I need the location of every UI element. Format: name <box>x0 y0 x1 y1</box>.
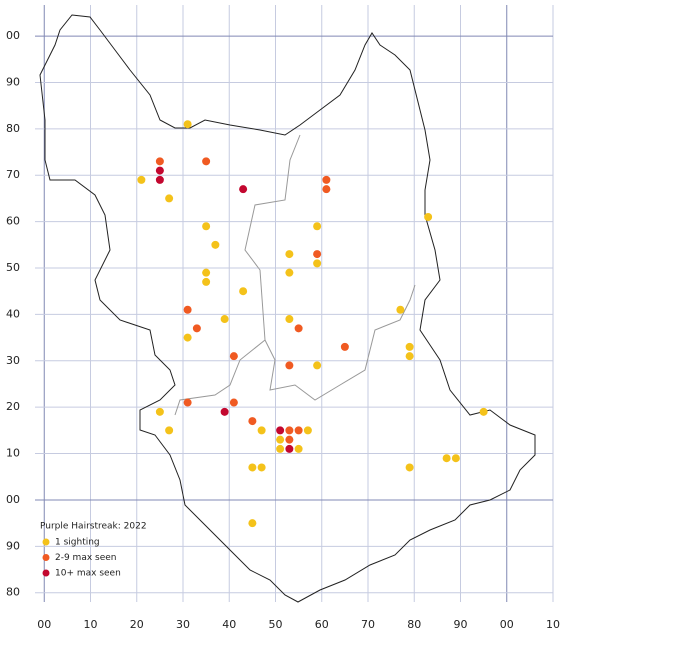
record-dot <box>313 361 322 370</box>
record-dot <box>276 426 285 435</box>
record-dot <box>294 324 303 333</box>
points <box>137 120 488 528</box>
record-dot <box>285 315 294 324</box>
y-tick-label: 80 <box>6 122 20 135</box>
record-dot <box>276 444 285 453</box>
record-dot <box>405 463 414 472</box>
record-dot <box>165 194 174 203</box>
record-dot <box>285 444 294 453</box>
record-dot <box>257 426 266 435</box>
record-dot <box>313 250 322 259</box>
record-dot <box>192 324 201 333</box>
record-dot <box>183 333 192 342</box>
record-dot <box>220 407 229 416</box>
y-tick-label: 90 <box>6 539 20 552</box>
x-tick-label: 30 <box>176 618 190 631</box>
record-dot <box>340 342 349 351</box>
x-tick-label: 10 <box>84 618 98 631</box>
record-dot <box>229 398 238 407</box>
y-tick-label: 10 <box>6 447 20 460</box>
record-dot <box>285 361 294 370</box>
y-tick-label: 70 <box>6 168 20 181</box>
y-tick-label: 00 <box>6 493 20 506</box>
record-dot <box>294 426 303 435</box>
legend-title: Purple Hairstreak: 2022 <box>40 522 147 532</box>
x-tick-label: 40 <box>222 618 236 631</box>
record-dot <box>202 268 211 277</box>
record-dot <box>451 454 460 463</box>
y-tick-label: 40 <box>6 307 20 320</box>
record-dot <box>239 185 248 194</box>
y-tick-label: 50 <box>6 261 20 274</box>
y-tick-label: 20 <box>6 400 20 413</box>
record-dot <box>202 157 211 166</box>
x-tick-label: 20 <box>130 618 144 631</box>
x-tick-label: 50 <box>269 618 283 631</box>
x-tick-label: 60 <box>315 618 329 631</box>
record-dot <box>155 157 164 166</box>
record-dot <box>479 407 488 416</box>
record-dot <box>183 398 192 407</box>
record-dot <box>285 268 294 277</box>
record-dot <box>155 166 164 175</box>
record-dot <box>220 315 229 324</box>
grid <box>35 5 554 602</box>
record-dot <box>313 222 322 231</box>
record-dot <box>165 426 174 435</box>
record-dot <box>183 120 192 129</box>
legend-label: 10+ max seen <box>55 569 121 579</box>
legend-marker <box>42 554 50 561</box>
record-dot <box>285 435 294 444</box>
legend-marker <box>42 569 50 577</box>
record-dot <box>322 185 331 194</box>
y-tick-label: 60 <box>6 215 20 228</box>
record-dot <box>313 259 322 268</box>
record-dot <box>405 342 414 351</box>
record-dot <box>303 426 312 435</box>
x-tick-label: 90 <box>454 618 468 631</box>
record-dot <box>294 444 303 453</box>
y-tick-label: 00 <box>6 29 20 42</box>
x-tick-label: 70 <box>361 618 375 631</box>
x-tick-label: 00 <box>37 618 51 631</box>
legend-marker <box>42 538 50 546</box>
record-dot <box>442 454 451 463</box>
record-dot <box>202 222 211 231</box>
record-dot <box>137 175 146 184</box>
record-dot <box>248 417 257 426</box>
x-tick-label: 80 <box>407 618 421 631</box>
record-dot <box>285 426 294 435</box>
record-dot <box>405 352 414 361</box>
record-dot <box>285 250 294 259</box>
record-dot <box>155 407 164 416</box>
record-dot <box>155 175 164 184</box>
record-dot <box>424 212 433 221</box>
district-boundary <box>174 134 416 416</box>
record-dot <box>257 463 266 472</box>
record-dot <box>276 435 285 444</box>
record-dot <box>248 463 257 472</box>
record-dot <box>322 175 331 184</box>
y-tick-label: 80 <box>6 586 20 599</box>
legend: Purple Hairstreak: 2022 1 sighting 2-9 ma… <box>40 522 147 579</box>
record-dot <box>183 305 192 314</box>
record-dot <box>248 519 257 528</box>
x-tick-label: 10 <box>546 618 560 631</box>
record-dot <box>202 277 211 286</box>
record-dot <box>239 287 248 296</box>
county-boundary <box>39 14 536 603</box>
record-dot <box>229 352 238 361</box>
record-dot <box>396 305 405 314</box>
y-tick-label: 90 <box>6 75 20 88</box>
y-tick-label: 30 <box>6 354 20 367</box>
record-dot <box>211 240 220 249</box>
legend-label: 1 sighting <box>55 538 100 548</box>
legend-label: 2-9 max seen <box>55 553 117 563</box>
x-tick-label: 00 <box>500 618 514 631</box>
